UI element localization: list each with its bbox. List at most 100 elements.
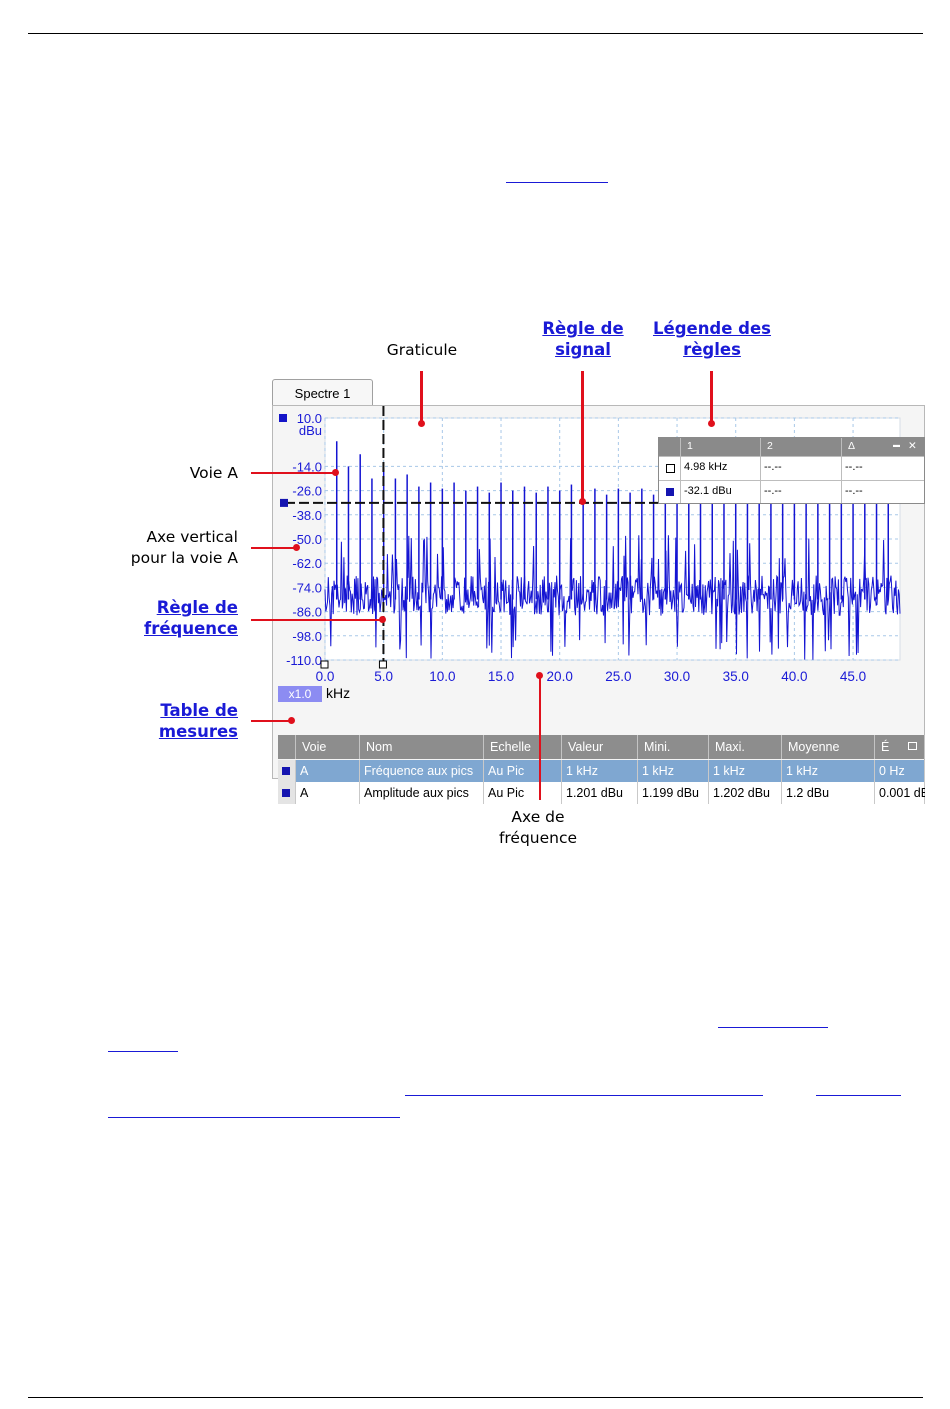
x-tick-label: 35.0 (723, 669, 749, 684)
link-underline[interactable] (108, 1117, 400, 1118)
y-tick-label: -98.0 (292, 629, 322, 644)
table-cell[interactable]: 0 Hz (875, 760, 925, 782)
zoom-badge[interactable]: x1.0 (278, 686, 322, 702)
table-header-cell[interactable]: Voie (296, 735, 360, 759)
x-tick-label: 45.0 (840, 669, 866, 684)
table-cell[interactable]: 1.2 dBu (782, 782, 875, 804)
table-cell[interactable]: 0.001 dE (875, 782, 925, 804)
table-header-cell[interactable] (278, 735, 296, 759)
x-tick-label: 0.0 (316, 669, 335, 684)
legend-col-2: 2 (767, 440, 773, 452)
legende-regles-line1: Légende des (652, 319, 772, 338)
legend-minimize-icon[interactable]: ▬ (893, 442, 900, 449)
legend-row-level: -32.1 dBu --.-- --.-- (659, 480, 924, 504)
table-cell[interactable]: Au Pic (484, 760, 562, 782)
y-tick-label: -86.0 (292, 605, 322, 620)
leader-dot (288, 717, 295, 724)
noise-floor-trace (324, 535, 901, 660)
table-header-cell[interactable]: Mini. (638, 735, 709, 759)
regle-frequence-line1: Règle de (156, 598, 238, 617)
legend-freq-2: --.-- (764, 461, 782, 473)
channel-a-swatch (282, 789, 290, 797)
table-cell[interactable]: 1 kHz (709, 760, 782, 782)
leader-dot (293, 544, 300, 551)
table-cell[interactable]: 1.199 dBu (638, 782, 709, 804)
x-tick-label: 30.0 (664, 669, 690, 684)
y-unit-label: dBu (299, 423, 322, 438)
legend-col-delta: Δ (848, 440, 856, 452)
regle-frequence-link[interactable]: Règle de fréquence (110, 597, 238, 639)
table-header-menu-icon[interactable] (908, 742, 917, 750)
axe-frequence-label: Axe de fréquence (478, 807, 598, 849)
y-tick-label: -14.0 (292, 459, 322, 474)
table-header-cell[interactable]: Echelle (484, 735, 562, 759)
table-cell[interactable]: A (296, 760, 360, 782)
legend-row-frequency: 4.98 kHz --.-- --.-- (659, 456, 924, 480)
table-cell[interactable]: Fréquence aux pics (360, 760, 484, 782)
spectrum-window: Spectre 1 10.0 -14.0 -26.0 -38.0 -50.0 -62.0-… (271, 379, 925, 804)
table-header-cell[interactable]: É (875, 735, 925, 759)
regle-signal-line2: signal (555, 340, 611, 359)
spectrum-panel: 10.0 -14.0 -26.0 -38.0 -50.0 -62.0 -74.0 -86.0-… (272, 405, 925, 804)
leader-ruler-legend (710, 371, 713, 423)
leader-axe-vertical (251, 547, 296, 549)
table-header-cell[interactable]: Nom (360, 735, 484, 759)
table-header-cell[interactable]: Maxi. (709, 735, 782, 759)
x-tick-label: 25.0 (605, 669, 631, 684)
x-tick-label: 10.0 (429, 669, 455, 684)
y-tick-label: -38.0 (292, 508, 322, 523)
leader-axe-frequence (539, 676, 541, 800)
axe-frequence-line1: Axe de (511, 808, 565, 826)
tab-spectre-1[interactable]: Spectre 1 (272, 379, 373, 407)
leader-dot (708, 420, 715, 427)
table-cell[interactable]: 1.202 dBu (709, 782, 782, 804)
frequency-axis-handle (320, 660, 329, 669)
axe-vertical-line1: Axe vertical (146, 528, 238, 546)
table-cell[interactable]: 1 kHz (562, 760, 638, 782)
leader-signal-ruler (581, 371, 584, 501)
link-underline[interactable] (405, 1095, 763, 1096)
regle-frequence-line2: fréquence (144, 619, 238, 638)
y-tick-label: -26.0 (292, 484, 322, 499)
legende-regles-link[interactable]: Légende des règles (640, 318, 784, 360)
table-cell[interactable]: Amplitude aux pics (360, 782, 484, 804)
ruler-legend-header: 1 2 Δ ▬ ✕ (659, 438, 924, 456)
link-underline[interactable] (718, 1027, 828, 1028)
leader-dot (579, 498, 586, 505)
table-header-cell[interactable]: Valeur (562, 735, 638, 759)
channel-swatch-cell[interactable] (278, 782, 296, 804)
legende-regles-line2: règles (683, 340, 741, 359)
table-cell[interactable]: 1.201 dBu (562, 782, 638, 804)
table-mesures-link[interactable]: Table de mesures (110, 700, 238, 742)
table-cell[interactable]: 1 kHz (782, 760, 875, 782)
legend-level-2: --.-- (764, 485, 782, 497)
axe-frequence-line2: fréquence (498, 829, 578, 847)
leader-voie-a (251, 472, 335, 474)
table-cell[interactable]: Au Pic (484, 782, 562, 804)
bottom-rule (28, 1397, 923, 1398)
channel-a-swatch (282, 767, 290, 775)
measurements-table: Voie Nom Echelle Valeur Mini. Maxi. Moyenne É A F… (278, 735, 925, 804)
link-underline[interactable] (816, 1095, 901, 1096)
leader-regle-frequence (251, 619, 383, 621)
ruler-legend: 1 2 Δ ▬ ✕ 4.98 kHz --.-- --.-- -32.1 dBu… (658, 437, 925, 504)
table-cell[interactable]: 1 kHz (638, 760, 709, 782)
y-tick-label: -74.0 (292, 580, 322, 595)
channel-swatch-cell[interactable] (278, 760, 296, 782)
legend-freq-value: 4.98 kHz (684, 461, 728, 473)
x-tick-label: 20.0 (547, 669, 573, 684)
regle-signal-link[interactable]: Règle de signal (530, 318, 636, 360)
y-tick-label: 10.0 (297, 411, 322, 426)
link-underline[interactable] (108, 1051, 178, 1052)
legend-freq-delta: --.-- (845, 461, 863, 473)
table-header-cell[interactable]: Moyenne (782, 735, 875, 759)
y-tick-label: -110.0 (286, 653, 322, 668)
table-cell[interactable]: A (296, 782, 360, 804)
legend-close-icon[interactable]: ✕ (908, 440, 917, 452)
leader-dot (379, 616, 386, 623)
regle-signal-line1: Règle de (542, 319, 624, 338)
y-tick-label: -62.0 (292, 556, 322, 571)
link-underline[interactable] (506, 182, 608, 183)
legend-level-value: -32.1 dBu (684, 485, 732, 497)
frequency-ruler-swatch (666, 464, 675, 473)
